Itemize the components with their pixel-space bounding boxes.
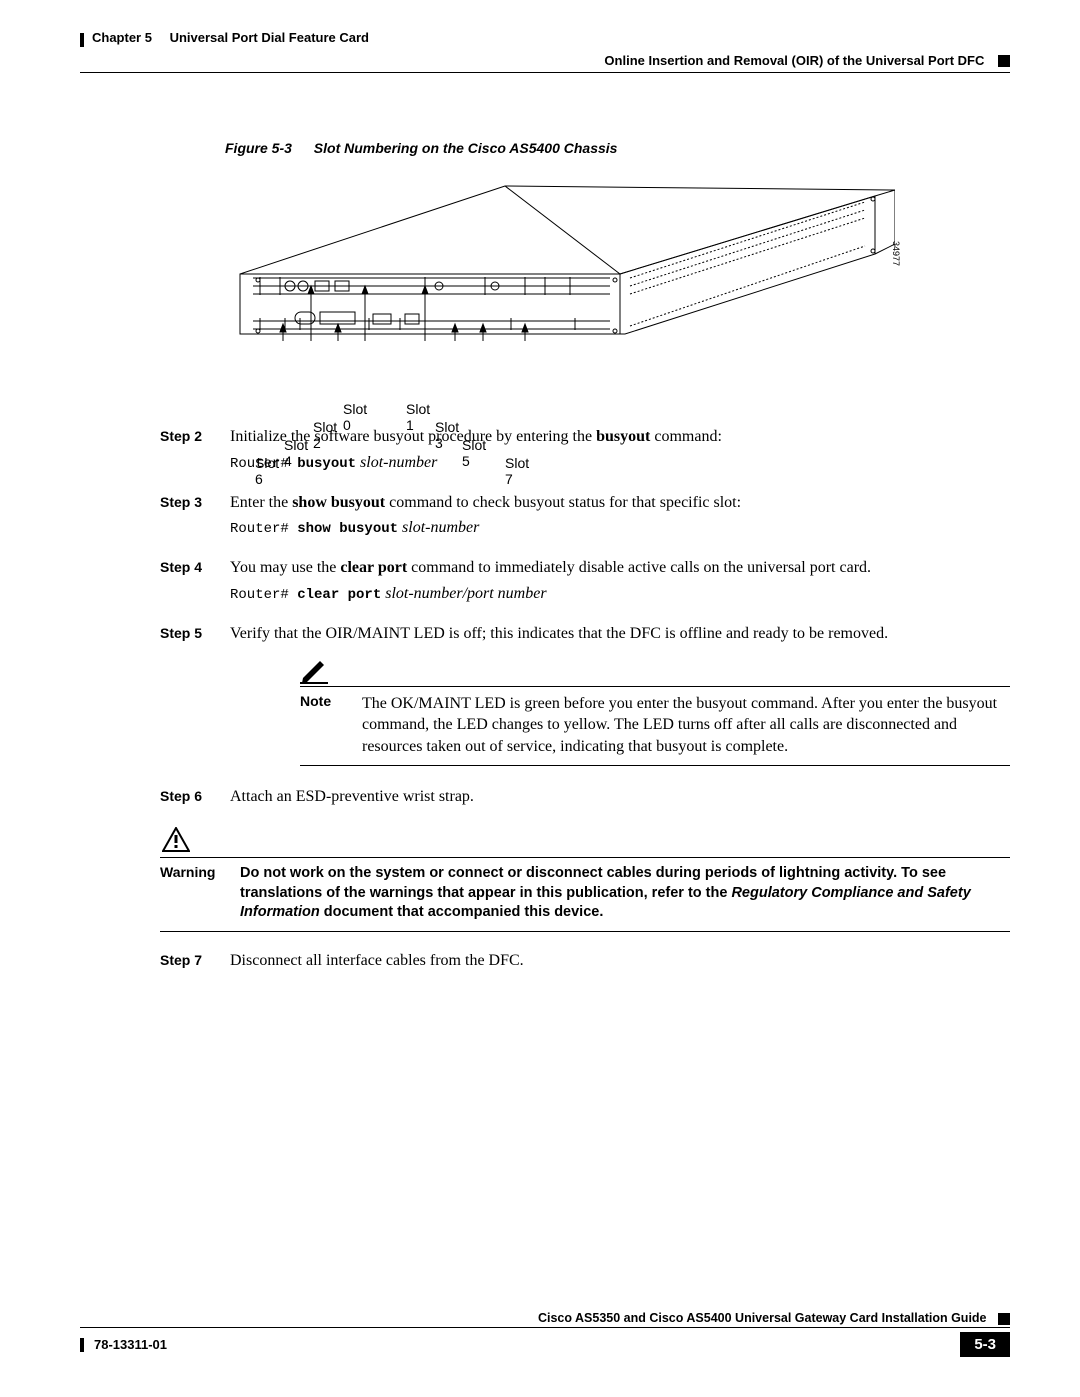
steps-list: Step 2 Initialize the software busyout p… [160,426,1010,972]
step-3: Step 3 Enter the show busyout command to… [160,492,1010,538]
command-line: Router# busyout slot-number [230,454,1010,472]
chassis-illustration [225,166,895,341]
footer-rule [80,1327,1010,1328]
page-number: 5-3 [960,1332,1010,1357]
warning-block: Warning Do not work on the system or con… [160,827,1010,932]
warning-rule-top [160,857,1010,858]
warning-label: Warning [160,864,218,880]
step-text: Verify that the OIR/MAINT LED is off; th… [230,623,1010,645]
figure-caption: Figure 5-3 Slot Numbering on the Cisco A… [225,140,1010,156]
header-rule [80,72,1010,73]
page-header: Chapter 5 Universal Port Dial Feature Ca… [80,30,1010,80]
command-line: Router# show busyout slot-number [230,519,1010,537]
step-6: Step 6 Attach an ESD-preventive wrist st… [160,786,1010,808]
figure-ref-number: 34977 [891,241,901,266]
step-4: Step 4 You may use the clear port comman… [160,557,1010,603]
footer-guide-title: Cisco AS5350 and Cisco AS5400 Universal … [80,1311,1010,1325]
footer-bar [80,1338,84,1352]
note-label: Note [300,693,338,709]
note-rule-bottom [300,765,1010,766]
step-2: Step 2 Initialize the software busyout p… [160,426,1010,472]
command-line: Router# clear port slot-number/port numb… [230,585,1010,603]
pencil-icon [300,656,328,684]
step-label: Step 4 [160,559,202,575]
step-text: Attach an ESD-preventive wrist strap. [230,786,1010,808]
step-text: Enter the show busyout command to check … [230,492,1010,514]
header-square-icon [998,55,1010,67]
section-line: Online Insertion and Removal (OIR) of th… [80,53,1010,68]
footer-left: 78-13311-01 [80,1337,167,1352]
note-block: Note The OK/MAINT LED is green before yo… [300,656,1010,765]
document-page: Chapter 5 Universal Port Dial Feature Ca… [0,0,1080,1397]
doc-number: 78-13311-01 [94,1337,167,1352]
step-7: Step 7 Disconnect all interface cables f… [160,950,1010,972]
page-content: Figure 5-3 Slot Numbering on the Cisco A… [80,140,1010,972]
step-text: Disconnect all interface cables from the… [230,950,1010,972]
warning-rule-bottom [160,931,1010,932]
step-label: Step 3 [160,494,202,510]
note-rule-top [300,686,1010,687]
chapter-title: Universal Port Dial Feature Card [170,30,369,45]
figure-title: Slot Numbering on the Cisco AS5400 Chass… [314,140,618,156]
section-title: Online Insertion and Removal (OIR) of th… [604,53,984,68]
figure: 34977 Slot 0 Slot 1 Slot 2 Slot 3 Slot 4… [225,166,895,401]
chapter-line: Chapter 5 Universal Port Dial Feature Ca… [92,30,1010,45]
warning-text: Do not work on the system or connect or … [240,864,1010,923]
step-5: Step 5 Verify that the OIR/MAINT LED is … [160,623,1010,766]
figure-number: Figure 5-3 [225,140,292,156]
step-text: Initialize the software busyout procedur… [230,426,1010,448]
step-label: Step 2 [160,428,202,444]
header-bar [80,33,84,47]
page-footer: Cisco AS5350 and Cisco AS5400 Universal … [80,1311,1010,1357]
warning-icon [162,827,190,853]
step-label: Step 7 [160,952,202,968]
step-label: Step 5 [160,625,202,641]
chapter-number: Chapter 5 [92,30,152,45]
step-text: You may use the clear port command to im… [230,557,1010,579]
note-text: The OK/MAINT LED is green before you ent… [362,693,1010,756]
step-label: Step 6 [160,788,202,804]
footer-square-icon [998,1313,1010,1325]
